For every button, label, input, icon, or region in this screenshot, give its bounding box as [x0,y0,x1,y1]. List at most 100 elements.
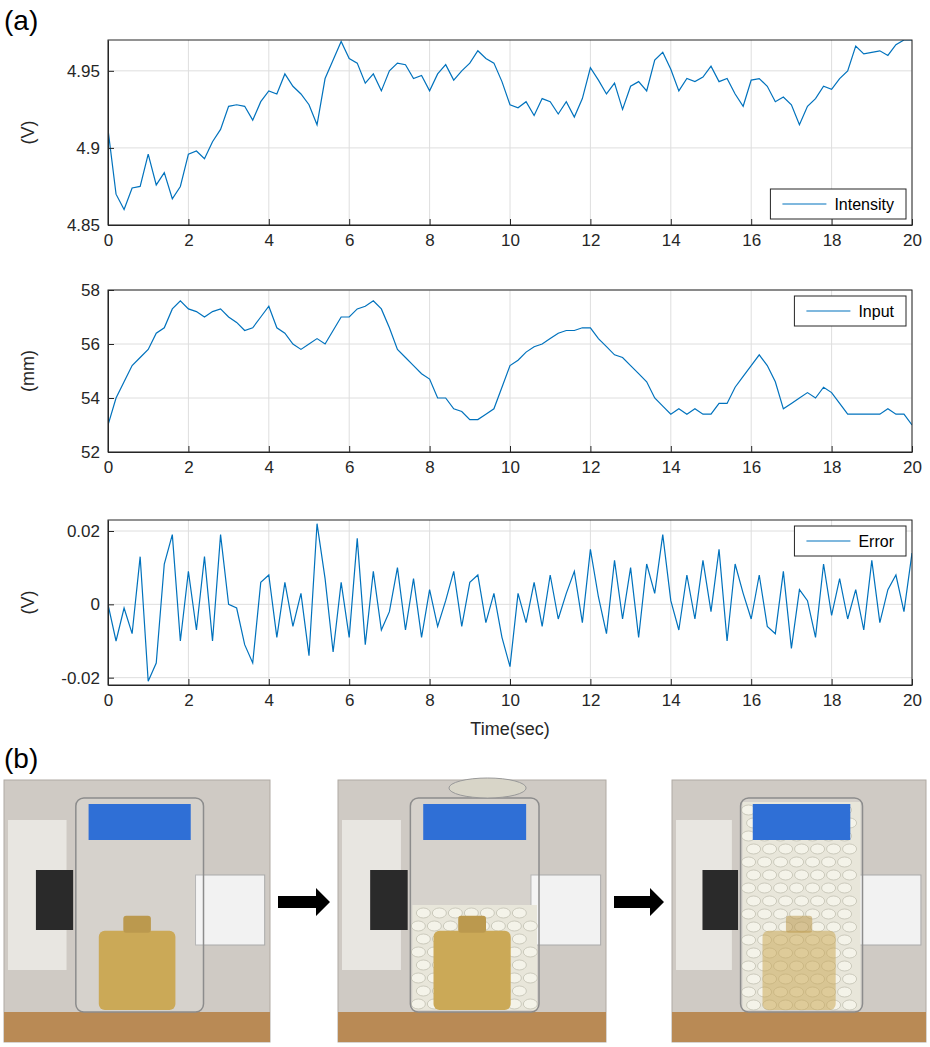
grid-line-x [590,520,591,685]
x-tick-mark [349,679,350,685]
x-tick: 8 [425,219,434,250]
bracket [370,870,408,930]
legend: Intensity [770,189,906,219]
y-tick: 54 [81,389,114,408]
x-tick-mark [590,679,591,685]
y-tick-mark [108,344,114,345]
grid-line-y [108,147,912,148]
y-tick-mark [108,452,114,453]
bracket [702,870,738,930]
sensor [531,875,601,945]
pouring-cup [449,778,526,798]
grid-line-x [751,40,752,225]
grid-line-x [751,290,752,452]
chart: 024681012141618204.854.94.95(V)Intensity [18,40,922,250]
x-tick-mark [430,446,431,452]
jar [76,798,204,1012]
grid-line-x [268,40,269,225]
x-tick: 12 [581,679,600,710]
x-axis-line [109,452,913,453]
y-tick-label: -0.02 [61,669,100,688]
y-tick-label: 58 [81,281,100,300]
x-tick-label: 6 [345,458,354,477]
chart: 0246810121416182052545658(mm)Input [18,281,922,477]
grid-line-x [510,290,511,452]
grid-line-x [429,40,430,225]
y-tick-label: 52 [81,443,100,462]
x-tick-label: 0 [104,458,113,477]
plot-frame [108,520,912,685]
grid-line-x [429,290,430,452]
x-tick: 14 [662,219,681,250]
data-line [108,301,912,425]
y-tick-mark [108,71,114,72]
x-tick: 18 [823,446,842,477]
x-tick-label: 20 [903,691,922,710]
y-tick-label: 4.95 [67,62,100,81]
x-tick-label: 16 [742,458,761,477]
x-tick-label: 10 [501,458,520,477]
y-tick-mark [108,678,114,679]
x-tick-label: 14 [662,231,681,250]
y-axis: 4.854.94.95 [67,41,114,235]
x-tick-mark [671,446,672,452]
legend-swatch [782,203,826,204]
plot-area [108,40,912,210]
plot-area [108,301,912,425]
x-tick-mark [269,219,270,225]
x-tick-label: 18 [823,691,842,710]
y-tick-mark [108,290,114,291]
jar [741,798,863,1012]
x-tick-label: 14 [662,691,681,710]
x-tick: 6 [345,446,354,477]
x-tick: 14 [662,446,681,477]
legend-label: Input [858,303,894,320]
y-tick: 0.02 [67,522,114,541]
x-tick: 16 [742,446,761,477]
grid-line-x [510,40,511,225]
y-axis-title: (V) [18,591,38,615]
y-tick: 56 [81,335,114,354]
data-line [108,524,912,682]
grid-line-y [108,398,912,399]
table [4,1012,270,1042]
arrow [278,888,330,916]
legend: Error [794,526,906,556]
y-tick: 4.95 [67,62,114,81]
x-tick-label: 12 [581,231,600,250]
grid-line-x [349,290,350,452]
grid-line-x [590,290,591,452]
x-tick: 10 [501,446,520,477]
x-tick-label: 16 [742,231,761,250]
x-tick-mark [751,219,752,225]
grid-line-y [108,677,912,678]
x-tick: 18 [823,679,842,710]
x-tick: 2 [184,219,193,250]
x-tick-label: 2 [184,231,193,250]
plot-area [108,524,912,682]
x-tick: 14 [662,679,681,710]
x-tick-label: 8 [425,691,434,710]
photo-background [4,780,270,1042]
x-axis-line [109,225,913,226]
legend-box [794,296,906,326]
x-tick-label: 2 [184,691,193,710]
table [672,1012,926,1042]
x-tick: 12 [581,219,600,250]
y-tick-label: 54 [81,389,100,408]
y-axis: 52 54 56 58 [81,281,114,462]
plot-frame [108,40,912,225]
grid-line-x [188,520,189,685]
y-tick-mark [108,398,114,399]
x-tick-mark [832,219,833,225]
y-tick-label: 0.02 [67,522,100,541]
data-line [108,40,912,210]
x-tick-mark [269,679,270,685]
x-tick-mark [430,679,431,685]
table [338,1012,606,1042]
y-tick-mark [108,531,114,532]
x-tick-mark [832,679,833,685]
grid-line-x [751,520,752,685]
x-axis: 02468101214161820 [104,219,922,250]
x-tick-mark [188,446,189,452]
